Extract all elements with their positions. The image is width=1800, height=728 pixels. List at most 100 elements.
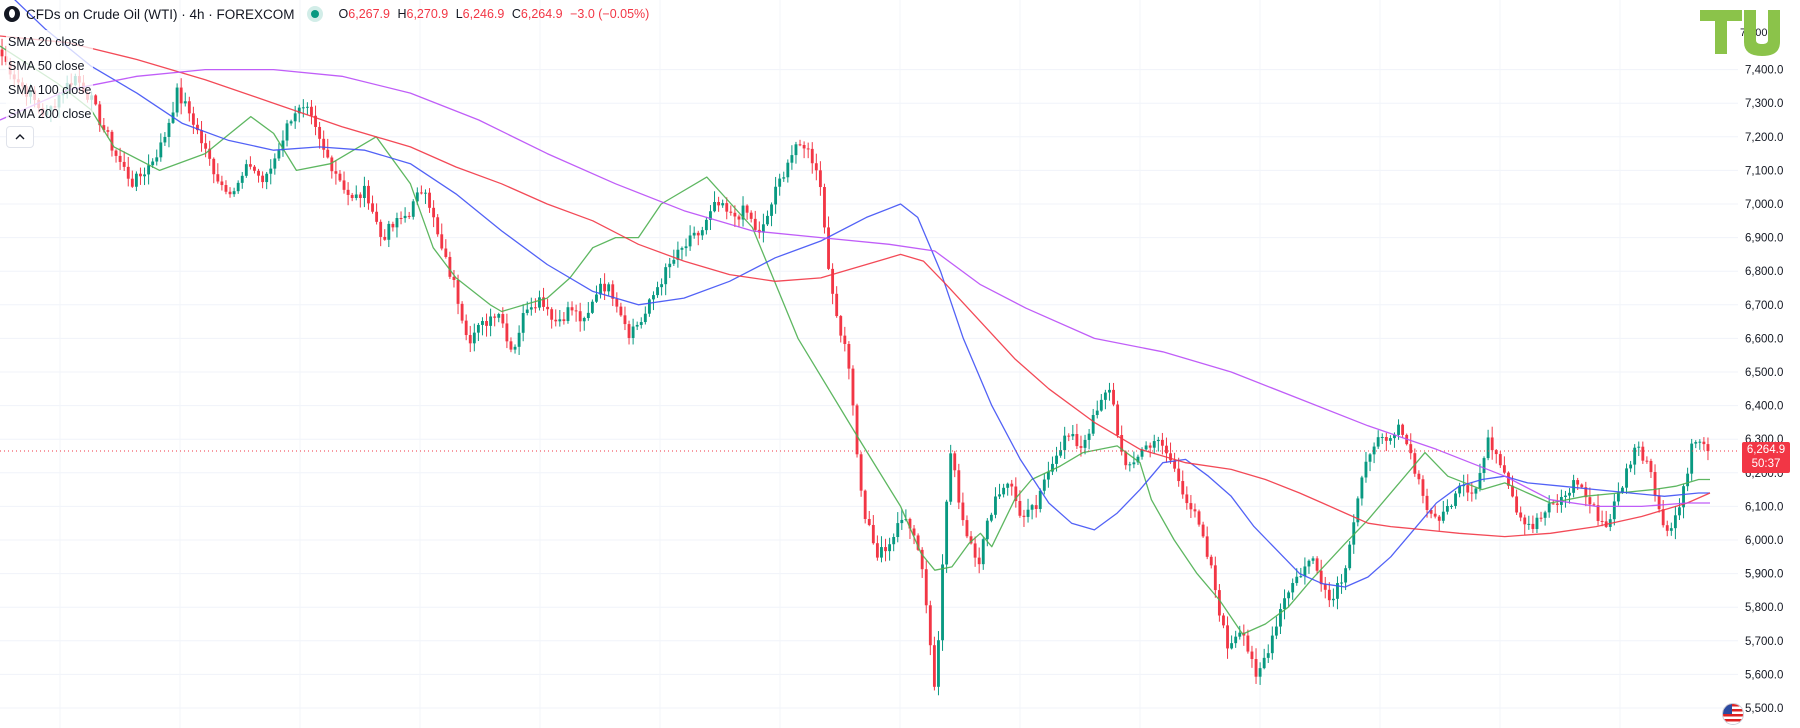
candle-down: [753, 218, 757, 230]
candle-down: [546, 306, 550, 310]
candle-down: [224, 185, 228, 192]
candle-down: [802, 145, 806, 149]
y-tick-label: 5,700.0: [1745, 636, 1783, 648]
candle-down: [1323, 584, 1327, 590]
candle-down: [216, 174, 220, 182]
y-tick-label: 5,600.0: [1745, 669, 1783, 681]
candle-up: [1230, 643, 1234, 649]
us-flag-icon[interactable]: [1722, 703, 1744, 725]
candle-down: [818, 170, 822, 188]
candle-up: [692, 232, 696, 236]
candle-up: [1678, 507, 1681, 516]
candle-down: [399, 218, 403, 220]
candle-up: [1625, 468, 1628, 488]
candle-down: [346, 189, 350, 195]
indicator-sma50[interactable]: SMA 50 close: [6, 54, 94, 78]
indicator-sma200[interactable]: SMA 200 close: [6, 102, 94, 126]
candle-down: [1649, 460, 1653, 473]
candle-up: [766, 215, 769, 225]
y-tick-label: 6,000.0: [1745, 535, 1783, 547]
collapse-indicators-button[interactable]: [6, 126, 34, 148]
candle-up: [656, 287, 659, 296]
candle-up: [411, 201, 415, 217]
candle-down: [261, 175, 265, 183]
candle-down: [1222, 615, 1225, 626]
candle-up: [949, 453, 953, 502]
candle-up: [1234, 636, 1238, 644]
candle-up: [265, 173, 269, 183]
candle-down: [367, 185, 370, 204]
y-tick-label: 7,400.0: [1745, 65, 1783, 77]
candle-up: [643, 313, 647, 323]
candle-down: [1437, 516, 1441, 521]
candle-down: [314, 115, 317, 127]
candle-down: [428, 192, 431, 208]
candle-down: [338, 173, 342, 181]
candle-down: [102, 125, 106, 131]
candle-up: [1331, 598, 1335, 601]
y-tick-label: 6,600.0: [1745, 333, 1783, 345]
candle-down: [350, 194, 354, 198]
candle-down: [1209, 556, 1213, 566]
candle-down: [94, 95, 98, 105]
candle-down: [228, 191, 232, 195]
candle-up: [1307, 560, 1311, 567]
candle-up: [1458, 485, 1462, 494]
candle-down: [871, 524, 875, 544]
candle-up: [1612, 501, 1616, 520]
candle-down: [257, 170, 260, 176]
candle-down: [310, 106, 313, 116]
candle-down: [1148, 445, 1152, 448]
candle-down: [562, 319, 566, 322]
candle-up: [1547, 503, 1551, 513]
candle-up: [521, 313, 525, 333]
sma-100-line: [0, 35, 1711, 538]
candle-down: [745, 205, 749, 213]
candle-down: [847, 344, 851, 369]
candle-up: [1270, 635, 1274, 654]
symbol-title[interactable]: CFDs on Crude Oil (WTI) · 4h · FOREXCOM: [26, 6, 295, 22]
candle-down: [1657, 495, 1661, 510]
candle-up: [786, 162, 790, 178]
candle-down: [1576, 480, 1580, 485]
candle-up: [183, 101, 187, 104]
candle-up: [989, 514, 993, 521]
candle-up: [1030, 505, 1034, 510]
indicator-sma100[interactable]: SMA 100 close: [6, 78, 94, 102]
candle-down: [1417, 473, 1421, 480]
candle-up: [147, 165, 151, 175]
indicator-list: SMA 20 close SMA 50 close SMA 100 close …: [6, 30, 94, 126]
candle-down: [110, 131, 114, 151]
candle-up: [652, 295, 655, 300]
candle-down: [118, 155, 122, 162]
candle-up: [595, 294, 598, 302]
candle-up: [668, 263, 672, 268]
candle-down: [383, 236, 387, 240]
indicator-sma20[interactable]: SMA 20 close: [6, 30, 94, 54]
candle-up: [167, 122, 171, 137]
market-status-icon[interactable]: [310, 10, 319, 18]
candle-down: [965, 520, 969, 537]
candle-down: [322, 138, 326, 150]
candle-down: [1205, 536, 1209, 557]
candle-down: [1498, 454, 1502, 466]
candle-up: [896, 523, 900, 538]
y-tick-label: 6,900.0: [1745, 233, 1783, 245]
candle-up: [525, 309, 529, 314]
candle-up: [1266, 653, 1270, 658]
candle-up: [945, 501, 949, 565]
candle-up: [1669, 528, 1673, 531]
candle-down: [208, 148, 212, 159]
candle-down: [358, 194, 362, 199]
candle-up: [782, 177, 786, 179]
candle-up: [1091, 415, 1095, 434]
candle-down: [1409, 444, 1413, 454]
candle-up: [680, 248, 684, 250]
candle-up: [1152, 441, 1156, 448]
candle-up: [1698, 441, 1702, 443]
candle-up: [1140, 449, 1144, 457]
candle-down: [460, 303, 464, 321]
candle-up: [1380, 436, 1384, 438]
